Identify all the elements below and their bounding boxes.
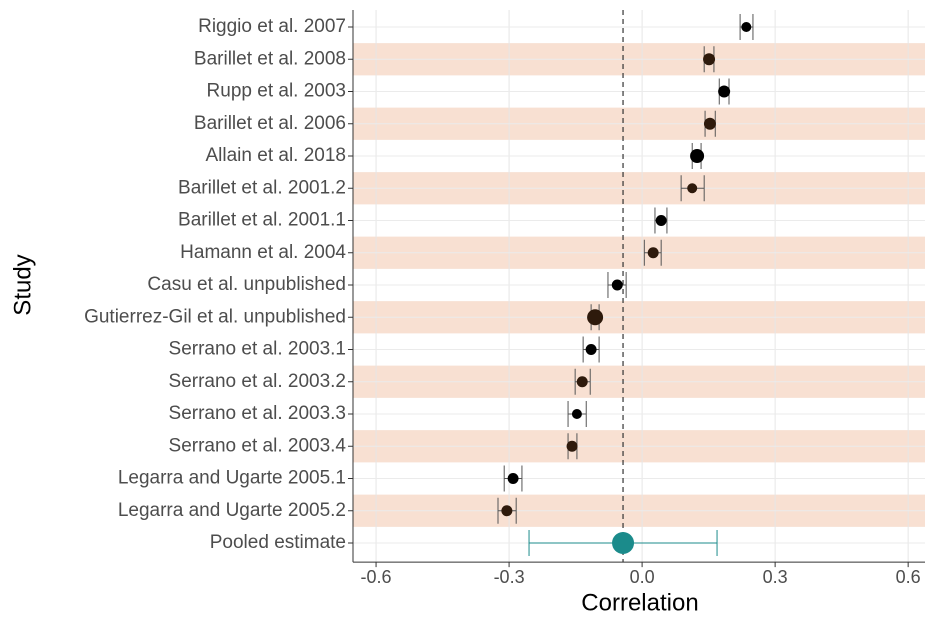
estimate-point — [507, 473, 519, 484]
estimate-point — [611, 279, 623, 291]
estimate-point — [501, 505, 513, 517]
y-tick-label: Allain et al. 2018 — [206, 145, 347, 166]
x-tick-label: 0.6 — [896, 567, 921, 587]
estimate-point — [703, 53, 716, 66]
y-axis-label: Study — [9, 254, 36, 315]
y-tick-label: Serrano et al. 2003.3 — [169, 403, 346, 424]
y-tick-label: Hamann et al. 2004 — [180, 242, 346, 263]
x-tick-label: 0.0 — [630, 567, 655, 587]
estimate-point — [566, 440, 578, 452]
estimate-point — [690, 149, 705, 163]
x-tick-label: -0.3 — [494, 567, 525, 587]
y-tick-label: Serrano et al. 2003.4 — [169, 435, 347, 456]
x-tick-label: 0.3 — [763, 567, 788, 587]
estimate-point — [718, 85, 731, 98]
y-tick-label: Legarra and Ugarte 2005.2 — [118, 500, 346, 521]
x-axis-label: Correlation — [581, 589, 698, 616]
estimate-point — [687, 183, 698, 194]
y-tick-label: Barillet et al. 2006 — [194, 113, 346, 134]
y-tick-label: Barillet et al. 2008 — [194, 48, 346, 69]
estimate-point — [647, 247, 659, 259]
y-tick-label: Barillet et al. 2001.2 — [178, 177, 346, 198]
estimate-point — [703, 117, 716, 130]
y-tick-label: Riggio et al. 2007 — [198, 16, 346, 37]
y-tick-label: Gutierrez-Gil et al. unpublished — [84, 306, 346, 327]
estimate-point — [655, 215, 667, 226]
estimate-point — [571, 409, 582, 419]
estimate-point — [741, 22, 752, 32]
estimate-point — [587, 309, 604, 326]
y-tick-label: Rupp et al. 2003 — [207, 81, 346, 102]
y-tick-label: Pooled estimate — [210, 532, 346, 553]
y-tick-label: Serrano et al. 2003.2 — [169, 371, 346, 392]
estimate-point — [585, 344, 597, 355]
y-tick-label: Serrano et al. 2003.1 — [169, 339, 346, 360]
y-tick-label: Legarra and Ugarte 2005.1 — [118, 468, 346, 489]
y-tick-label: Casu et al. unpublished — [147, 274, 346, 295]
x-tick-label: -0.6 — [361, 567, 392, 587]
estimate-point — [576, 376, 588, 388]
pooled-point — [612, 532, 635, 554]
y-tick-label: Barillet et al. 2001.1 — [178, 210, 346, 231]
